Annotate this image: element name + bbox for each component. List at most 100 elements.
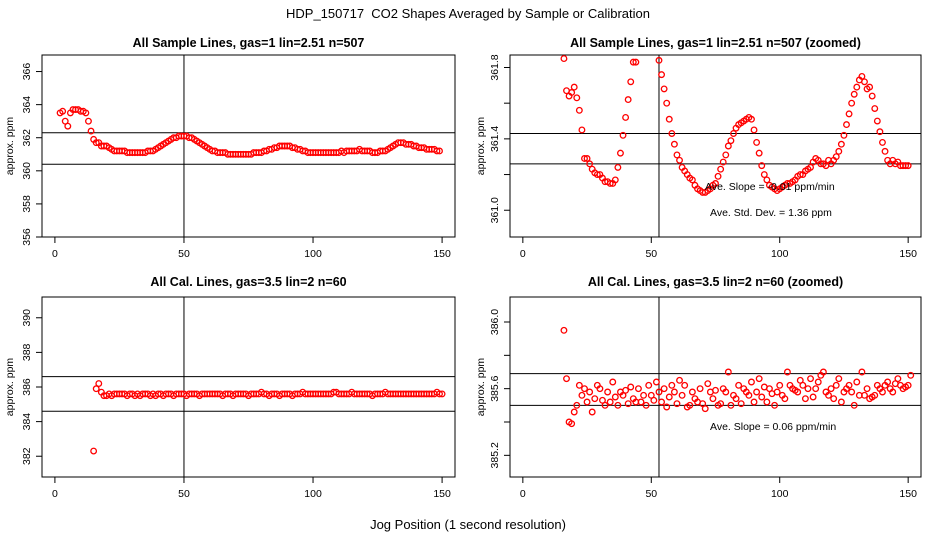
chart-1-data-point <box>676 156 683 164</box>
chart-1-data-point <box>845 110 853 118</box>
chart-3-data-point <box>771 401 779 409</box>
chart-3-data-point <box>701 405 709 413</box>
chart-3-data-point <box>763 398 771 406</box>
chart-3-data-point <box>776 381 784 389</box>
chart-1-data-point <box>873 117 881 125</box>
chart-1-data-point <box>755 149 763 157</box>
chart-1-data-point <box>807 163 814 171</box>
chart-1-data-point <box>724 142 732 150</box>
chart-3-data-point <box>724 368 732 376</box>
chart-3-data-point <box>830 395 838 403</box>
chart-1-plot-frame <box>509 54 922 238</box>
chart-1-data-point <box>835 147 843 155</box>
chart-3-data-point <box>712 386 719 394</box>
chart-2-x-tick-label: 50 <box>178 488 190 500</box>
chart-1-data-point <box>763 176 771 184</box>
chart-1-data-point <box>622 114 630 121</box>
chart-1-data-point <box>850 90 858 98</box>
chart-3-data-point <box>837 398 845 406</box>
chart-1-data-point <box>758 162 766 170</box>
chart-3-data-point <box>745 391 753 399</box>
chart-1-data-point <box>727 137 735 145</box>
chart-1-data-point <box>586 160 594 168</box>
chart-1-data-point <box>868 92 876 100</box>
chart-3-data-point <box>591 395 599 403</box>
chart-3-data-point <box>748 378 755 386</box>
chart-3-data-point <box>665 393 673 401</box>
chart-1-data-point <box>568 89 576 96</box>
chart-2-y-tick-label: 388 <box>21 343 33 361</box>
chart-1-data-point <box>853 83 861 91</box>
chart-3-data-point <box>688 388 696 396</box>
chart-1-data-point <box>861 78 868 86</box>
chart-3-data-point <box>575 381 583 389</box>
chart-0-x-tick-label: 50 <box>178 248 190 260</box>
chart-3-data-point <box>879 388 886 396</box>
chart-3-data-point <box>907 371 915 379</box>
chart-3-y-axis-label: approx. ppm <box>475 358 487 417</box>
chart-1-y-axis-label: approx. ppm <box>475 117 487 176</box>
chart-1-data-point <box>570 83 578 91</box>
chart-3-data-point <box>627 383 635 391</box>
chart-0-plot-frame <box>41 54 456 238</box>
chart-1-data-point <box>837 140 845 148</box>
chart-1-data-point <box>848 99 856 107</box>
chart-2-x-tick-label: 150 <box>433 488 451 500</box>
chart-1-data-point <box>904 162 912 170</box>
chart-3-data-point <box>807 375 814 383</box>
chart-3-data-point <box>581 385 588 393</box>
chart-3-data-point <box>819 368 827 376</box>
chart-1-data-point <box>902 162 910 170</box>
chart-1-data-point <box>712 180 719 187</box>
chart-3-annotation: Ave. Slope = 0.06 ppm/min <box>710 421 836 433</box>
chart-3-data-point <box>601 401 609 409</box>
chart-2-y-axis-label: approx. ppm <box>4 358 16 417</box>
chart-1-x-tick-label: 100 <box>771 248 789 260</box>
chart-1-data-point <box>748 115 755 123</box>
chart-1-data-point <box>575 106 583 114</box>
chart-3-data-point <box>732 395 740 403</box>
chart-2-y-tick-label: 384 <box>21 413 33 431</box>
chart-3-data-point <box>904 381 912 389</box>
chart-3-x-tick-label: 0 <box>520 488 526 500</box>
chart-0-data-point <box>433 147 441 155</box>
chart-1-data-point <box>578 126 586 134</box>
chart-1-data-point <box>655 56 663 64</box>
chart-3-title: All Cal. Lines, gas=3.5 lin=2 n=60 (zoom… <box>588 275 843 289</box>
chart-3-data-point <box>583 398 591 406</box>
chart-1-data-point <box>619 131 627 139</box>
chart-3-data-point <box>606 398 614 406</box>
chart-1-data-point <box>881 147 889 155</box>
chart-3-data-point <box>717 400 725 408</box>
chart-3-y-tick-label: 385.6 <box>489 375 501 401</box>
chart-1-data-point <box>665 115 673 123</box>
chart-1-data-point <box>858 72 866 80</box>
chart-3-data-point <box>676 376 683 384</box>
chart-1-data-point <box>660 85 668 93</box>
chart-3-data-point <box>670 388 678 396</box>
chart-2-points <box>90 380 446 455</box>
chart-2-x-tick-label: 0 <box>52 488 58 500</box>
chart-2-y-tick-label: 382 <box>21 447 33 465</box>
chart-0-points <box>56 106 443 158</box>
chart-3-data-point <box>622 386 630 394</box>
page-x-axis-label: Jog Position (1 second resolution) <box>370 517 566 532</box>
chart-1-y-tick-label: 361.8 <box>489 54 501 80</box>
chart-1-data-point <box>629 58 637 66</box>
chart-3-data-point <box>652 378 660 386</box>
chart-3-data-point <box>655 388 663 396</box>
chart-0-data-point <box>87 127 95 135</box>
chart-3-data-point <box>663 403 671 411</box>
chart-3-data-point <box>614 401 622 409</box>
chart-0-y-tick-label: 356 <box>21 228 33 246</box>
chart-3-data-point <box>794 388 802 396</box>
chart-1-title: All Sample Lines, gas=1 lin=2.51 n=507 (… <box>570 36 861 50</box>
chart-0-x-tick-label: 0 <box>52 248 58 260</box>
chart-3-data-point <box>609 378 617 386</box>
chart-3-data-point <box>568 420 576 428</box>
chart-2-data-point <box>95 380 103 387</box>
chart-2-title: All Cal. Lines, gas=3.5 lin=2 n=60 <box>150 275 346 289</box>
chart-1-data-point <box>581 155 588 162</box>
chart-3-data-point <box>563 375 570 383</box>
